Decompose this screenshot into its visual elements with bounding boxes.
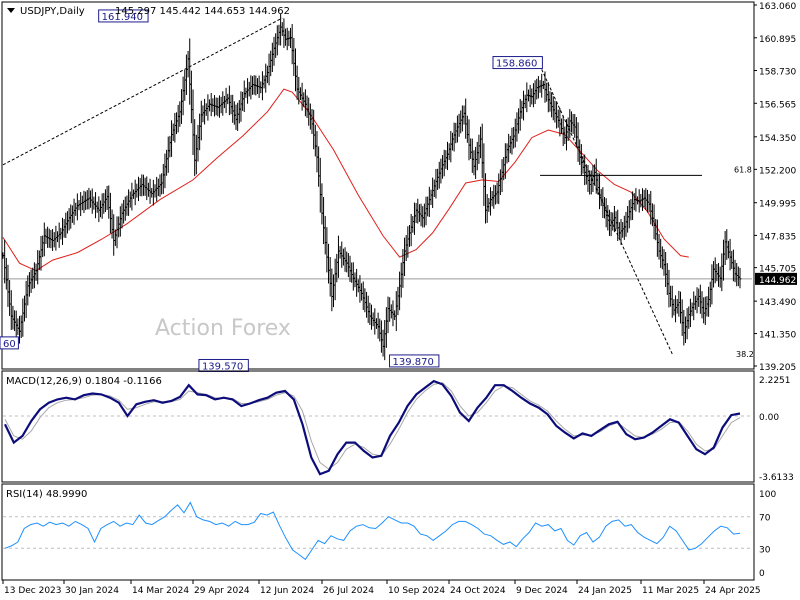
- macd-title: MACD(12,26,9) 0.1804 -0.1166: [6, 376, 162, 387]
- fibonacci-level-label: 61.8: [734, 165, 752, 174]
- moving-average-line: [2, 88, 689, 272]
- time-axis-label: 24 Oct 2024: [450, 586, 506, 596]
- rsi-y-tick-label: 30: [759, 545, 771, 555]
- macd-main-line: [4, 379, 741, 476]
- rsi-y-tick-label: 0: [759, 569, 765, 579]
- current-price-label: 144.962: [759, 276, 796, 286]
- time-axis-label: 26 Jul 2024: [323, 586, 374, 596]
- time-axis-label: 24 Jan 2025: [578, 586, 632, 596]
- rsi-path: [4, 501, 741, 561]
- time-axis-label: 14 Mar 2024: [132, 586, 189, 596]
- time-axis-label: 24 Apr 2025: [705, 586, 761, 596]
- price-y-tick-label: 139.205: [759, 363, 796, 373]
- ohlc-values: 145.297 145.442 144.653 144.962: [115, 6, 290, 17]
- macd-y-tick-label: -3.6133: [759, 473, 794, 483]
- macd-y-tick-label: 2.2251: [759, 376, 791, 386]
- time-axis-label: 12 Jun 2024: [260, 586, 314, 596]
- trendlines: [2, 17, 702, 355]
- macd-pane: 2.2251 0.00 -3.6133 MACD(12,26,9) 0.1804 -…: [1, 370, 794, 483]
- rsi-pane-frame: [1, 483, 755, 581]
- price-annotation-label: 139.870: [393, 357, 434, 368]
- price-annotation-label: 161.940: [102, 12, 143, 23]
- time-axis-label: 10 Sep 2024: [388, 586, 445, 596]
- price-annotation-box: [98, 9, 149, 23]
- time-axis-label: 29 Apr 2024: [194, 586, 250, 596]
- price-annotation-box: [492, 56, 543, 70]
- rsi-y-axis: 100 70 30 0: [759, 490, 776, 579]
- price-y-tick-label: 141.350: [759, 331, 796, 341]
- price-y-tick-label: 152.200: [759, 166, 796, 176]
- macd-y-tick-label: 0.00: [759, 413, 779, 423]
- chart-title: USDJPY,Daily: [20, 6, 85, 17]
- price-y-tick-label: 143.490: [759, 298, 796, 308]
- moving-average-path: [2, 88, 689, 272]
- price-y-axis: 163.060 160.895 158.730 156.565 154.350 152.2…: [754, 2, 797, 373]
- time-axis-label: 9 Dec 2024: [516, 586, 568, 596]
- price-annotation-label: 158.860: [496, 59, 537, 70]
- rsi-y-tick-label: 70: [759, 514, 771, 524]
- price-y-tick-label: 158.730: [759, 68, 796, 78]
- macd-pane-frame: [1, 370, 755, 483]
- price-y-tick-label: 163.060: [759, 2, 796, 12]
- time-axis: 13 Dec 2023 30 Jan 2024 14 Mar 2024 29 Apr …: [2, 580, 761, 596]
- price-annotations: 161.940 158.860 139.570 139.870 60 61.8 38.2: [0, 9, 754, 372]
- price-y-tick-label: 156.565: [759, 100, 796, 110]
- rsi-y-tick-label: 100: [759, 490, 776, 500]
- dashed-trendline: [541, 69, 673, 355]
- time-axis-label: 30 Jan 2024: [65, 586, 119, 596]
- price-y-tick-label: 149.995: [759, 200, 796, 210]
- price-candles: [1, 13, 742, 361]
- price-annotation-label: 60: [3, 339, 16, 350]
- rsi-line: [4, 501, 741, 561]
- time-axis-label: 13 Dec 2023: [4, 586, 62, 596]
- dashed-trendline: [2, 17, 283, 166]
- rsi-grid: [3, 516, 752, 549]
- price-y-tick-label: 160.895: [759, 35, 796, 45]
- price-annotation-box: [0, 336, 19, 350]
- time-axis-label: 11 Mar 2025: [642, 586, 699, 596]
- price-pane-watermark: Action Forex: [155, 316, 291, 341]
- price-y-tick-label: 147.835: [759, 232, 796, 242]
- price-pane: Action Forex 161.940 158.860 139.570 139.87…: [0, 1, 797, 373]
- macd-y-axis: 2.2251 0.00 -3.6133: [759, 376, 794, 483]
- rsi-title: RSI(14) 48.9990: [6, 489, 87, 500]
- price-pane-frame: [1, 1, 755, 370]
- price-y-tick-label: 145.705: [759, 265, 796, 275]
- price-y-tick-label: 154.350: [759, 134, 796, 144]
- price-annotation-label: 139.570: [202, 361, 243, 372]
- macd-lines: [4, 379, 741, 476]
- price-annotation-box: [389, 354, 440, 368]
- dropdown-triangle-icon[interactable]: [7, 8, 15, 13]
- current-price-badge: [755, 272, 797, 285]
- rsi-pane: 100 70 30 0 RSI(14) 48.9990: [1, 483, 776, 581]
- fibonacci-level-label: 38.2: [736, 350, 754, 359]
- chart-title-group: USDJPY,Daily 145.297 145.442 144.653 144…: [7, 6, 290, 17]
